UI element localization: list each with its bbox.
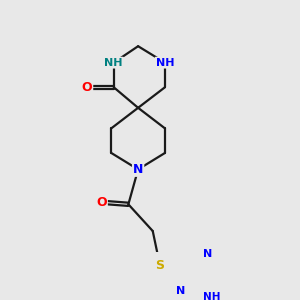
Text: NH: NH — [156, 58, 174, 68]
Text: O: O — [82, 81, 92, 94]
Text: N: N — [133, 163, 143, 176]
Text: N: N — [176, 286, 186, 296]
Text: S: S — [155, 260, 164, 272]
Text: N: N — [203, 249, 213, 259]
Text: O: O — [96, 196, 107, 209]
Text: NH: NH — [203, 292, 220, 300]
Text: NH: NH — [104, 58, 123, 68]
